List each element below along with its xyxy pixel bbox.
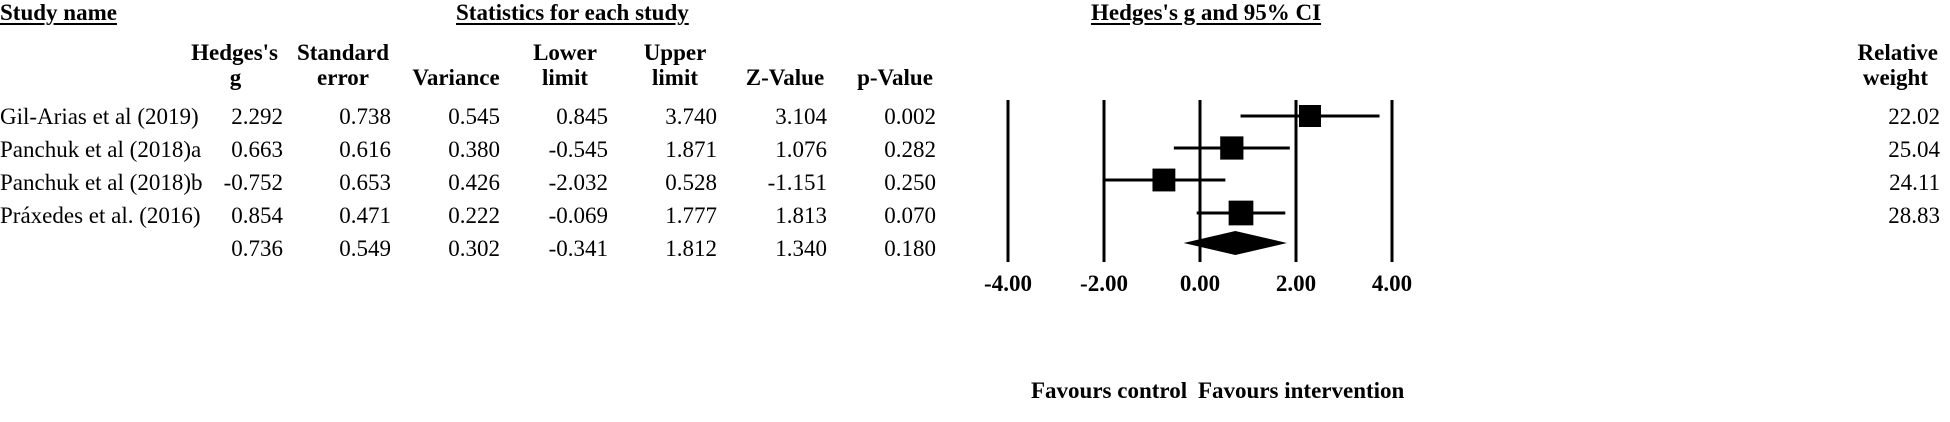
summary-g: 0.736: [231, 236, 283, 261]
cell-var: 0.222: [448, 203, 500, 228]
cell-se: 0.738: [339, 104, 391, 129]
summary-upper: 1.812: [665, 236, 717, 261]
summary-z: 1.340: [775, 236, 827, 261]
study-name-header: Study name: [0, 0, 117, 25]
cell-se: 0.616: [339, 137, 391, 162]
cell-g: 2.292: [231, 104, 283, 129]
cell-z: 1.813: [775, 203, 827, 228]
cell-var: 0.380: [448, 137, 500, 162]
axis-tick-label: -4.00: [984, 271, 1032, 296]
cell-upper: 0.528: [665, 170, 717, 195]
summary-p: 0.180: [884, 236, 936, 261]
cell-weight: 22.02: [1888, 104, 1940, 129]
col-upper-line2: limit: [652, 65, 698, 90]
cell-upper: 1.871: [665, 137, 717, 162]
cell-weight: 25.04: [1888, 137, 1940, 162]
summary-diamond: [1183, 231, 1287, 255]
col-weight-line2: weight: [1862, 65, 1928, 90]
col-lower-line1: Lower: [533, 40, 597, 65]
summary-var: 0.302: [448, 236, 500, 261]
col-upper-line1: Upper: [643, 40, 707, 65]
study-label: Panchuk et al (2018)a: [0, 137, 202, 162]
cell-lower: -0.069: [548, 203, 608, 228]
cell-weight: 24.11: [1889, 170, 1940, 195]
cell-z: 3.104: [775, 104, 827, 129]
cell-lower: -0.545: [548, 137, 608, 162]
col-lower-line2: limit: [542, 65, 588, 90]
point-estimate-square: [1228, 200, 1254, 226]
cell-z: -1.151: [767, 170, 827, 195]
study-label: Práxedes et al. (2016): [0, 203, 201, 228]
cell-se: 0.653: [339, 170, 391, 195]
cell-p: 0.002: [884, 104, 936, 129]
axis-tick-label: 4.00: [1372, 271, 1412, 296]
point-estimate-square: [1152, 168, 1176, 192]
cell-lower: 0.845: [556, 104, 608, 129]
study-label: Panchuk et al (2018)b: [0, 170, 203, 195]
col-zvalue: Z-Value: [745, 65, 825, 90]
summary-se: 0.549: [339, 236, 391, 261]
cell-upper: 1.777: [665, 203, 717, 228]
cell-lower: -2.032: [548, 170, 608, 195]
point-estimate-square: [1299, 104, 1322, 128]
cell-g: 0.663: [231, 137, 283, 162]
study-label: Gil-Arias et al (2019): [0, 104, 199, 129]
col-se-line1: Standard: [296, 40, 390, 65]
cell-var: 0.545: [448, 104, 500, 129]
statistics-header: Statistics for each study: [456, 0, 689, 25]
col-se-line2: error: [317, 65, 369, 90]
cell-var: 0.426: [448, 170, 500, 195]
col-weight-line1: Relative: [1857, 40, 1938, 65]
cell-weight: 28.83: [1888, 203, 1940, 228]
axis-tick-label: 0.00: [1180, 271, 1220, 296]
cell-g: -0.752: [223, 170, 283, 195]
axis-tick-label: 2.00: [1276, 271, 1316, 296]
cell-p: 0.070: [884, 203, 936, 228]
favours-intervention-label: Favours intervention: [1198, 378, 1405, 403]
cell-p: 0.250: [884, 170, 936, 195]
cell-p: 0.282: [884, 137, 936, 162]
favours-control-label: Favours control: [1031, 378, 1188, 403]
cell-se: 0.471: [339, 203, 391, 228]
summary-lower: -0.341: [548, 236, 608, 261]
cell-upper: 3.740: [665, 104, 717, 129]
col-variance: Variance: [412, 65, 500, 90]
col-hedges-line2: g: [229, 65, 242, 90]
axis-tick-label: -2.00: [1080, 271, 1128, 296]
col-hedges-line1: Hedges's: [191, 40, 278, 65]
col-pvalue: p-Value: [857, 65, 933, 90]
point-estimate-square: [1220, 136, 1244, 160]
forest-title: Hedges's g and 95% CI: [1091, 0, 1322, 25]
cell-g: 0.854: [231, 203, 283, 228]
cell-z: 1.076: [775, 137, 827, 162]
